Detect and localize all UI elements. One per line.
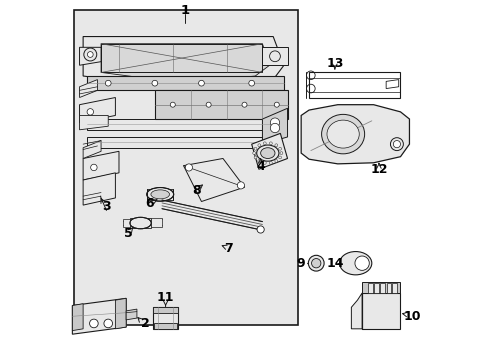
Text: 4: 4: [256, 160, 264, 173]
Polygon shape: [367, 283, 372, 293]
Polygon shape: [86, 119, 269, 130]
Polygon shape: [129, 218, 151, 228]
Polygon shape: [262, 47, 287, 65]
Circle shape: [206, 102, 211, 107]
Polygon shape: [251, 134, 287, 169]
Ellipse shape: [256, 145, 278, 161]
Polygon shape: [72, 298, 126, 334]
Text: 7: 7: [224, 242, 232, 255]
Text: 8: 8: [191, 184, 200, 197]
Text: 14: 14: [326, 257, 344, 270]
Bar: [74, 10, 298, 325]
Circle shape: [257, 159, 260, 162]
Circle shape: [257, 144, 260, 147]
Polygon shape: [83, 151, 119, 180]
Polygon shape: [115, 298, 126, 329]
Polygon shape: [86, 137, 269, 148]
Polygon shape: [373, 283, 378, 293]
Circle shape: [269, 142, 272, 145]
Polygon shape: [101, 44, 269, 83]
Circle shape: [254, 156, 256, 159]
Circle shape: [270, 123, 279, 133]
Text: 13: 13: [325, 57, 343, 70]
Text: 10: 10: [403, 310, 420, 323]
Circle shape: [278, 147, 281, 150]
Text: 9: 9: [296, 257, 305, 270]
Polygon shape: [126, 309, 137, 320]
Circle shape: [270, 118, 279, 127]
Circle shape: [392, 140, 400, 148]
Polygon shape: [183, 158, 244, 202]
Circle shape: [83, 48, 97, 61]
Polygon shape: [391, 283, 396, 293]
Polygon shape: [80, 80, 97, 98]
Polygon shape: [351, 293, 362, 329]
Polygon shape: [83, 140, 101, 158]
Polygon shape: [80, 47, 101, 65]
Polygon shape: [262, 108, 287, 144]
Circle shape: [87, 109, 93, 115]
Circle shape: [254, 147, 256, 150]
Text: 11: 11: [157, 291, 174, 304]
Circle shape: [354, 256, 368, 270]
Polygon shape: [362, 293, 400, 329]
Polygon shape: [154, 323, 177, 329]
Polygon shape: [80, 116, 108, 130]
Circle shape: [263, 161, 265, 164]
Circle shape: [257, 226, 264, 233]
Circle shape: [311, 258, 320, 268]
Circle shape: [185, 164, 192, 171]
Circle shape: [152, 80, 158, 86]
Circle shape: [90, 164, 97, 171]
Ellipse shape: [326, 120, 359, 148]
Circle shape: [104, 319, 112, 328]
Polygon shape: [153, 307, 178, 329]
Circle shape: [308, 255, 324, 271]
Polygon shape: [153, 307, 178, 314]
Text: 6: 6: [145, 197, 153, 210]
Polygon shape: [301, 105, 408, 164]
Circle shape: [242, 102, 246, 107]
Text: 2: 2: [140, 317, 149, 330]
Polygon shape: [380, 283, 384, 293]
Circle shape: [89, 319, 98, 328]
Text: 1: 1: [181, 4, 189, 17]
Circle shape: [280, 152, 282, 154]
Ellipse shape: [260, 148, 274, 158]
Circle shape: [248, 80, 254, 86]
Polygon shape: [362, 282, 400, 293]
Polygon shape: [386, 283, 390, 293]
Circle shape: [237, 182, 244, 189]
Ellipse shape: [339, 252, 371, 275]
Text: 3: 3: [102, 201, 110, 213]
Polygon shape: [147, 189, 173, 200]
Polygon shape: [122, 220, 129, 226]
Circle shape: [252, 152, 255, 154]
Circle shape: [87, 51, 93, 57]
Circle shape: [389, 138, 403, 150]
Circle shape: [105, 80, 111, 86]
Ellipse shape: [129, 217, 151, 229]
Polygon shape: [83, 37, 284, 90]
Circle shape: [274, 159, 277, 162]
Text: 12: 12: [369, 163, 387, 176]
Polygon shape: [72, 304, 83, 330]
Polygon shape: [86, 76, 284, 90]
Circle shape: [170, 102, 175, 107]
Ellipse shape: [151, 190, 169, 199]
Polygon shape: [155, 90, 287, 119]
Polygon shape: [80, 98, 115, 123]
Circle shape: [278, 156, 281, 159]
Circle shape: [274, 102, 279, 107]
Ellipse shape: [146, 188, 173, 201]
Ellipse shape: [321, 114, 364, 154]
Polygon shape: [151, 218, 162, 226]
Circle shape: [198, 80, 204, 86]
Circle shape: [269, 51, 280, 62]
Circle shape: [269, 161, 272, 164]
Circle shape: [263, 142, 265, 145]
Circle shape: [274, 144, 277, 147]
Text: 5: 5: [123, 226, 132, 239]
Polygon shape: [83, 173, 115, 205]
